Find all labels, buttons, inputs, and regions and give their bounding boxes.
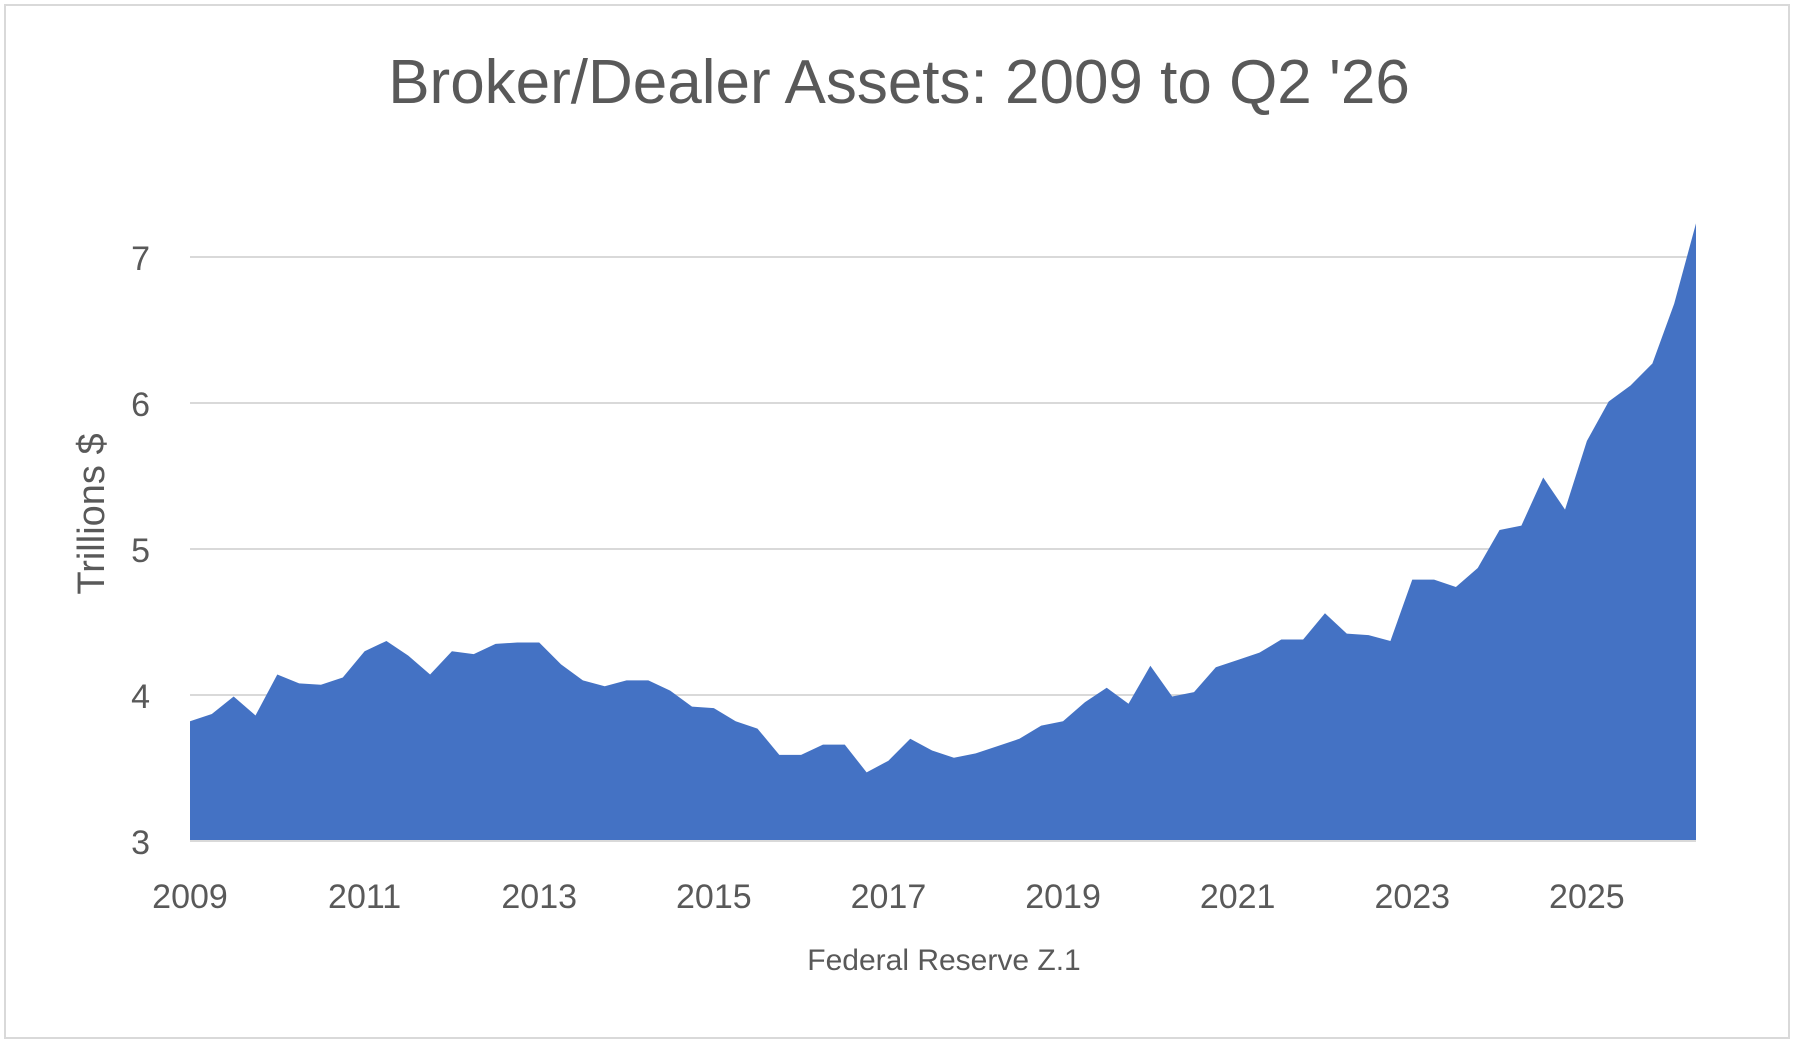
y-tick-label: 4 bbox=[131, 678, 150, 716]
x-tick-label: 2013 bbox=[501, 878, 577, 916]
chart-frame: Broker/Dealer Assets: 2009 to Q2 '26 bbox=[4, 4, 1790, 1039]
y-axis-ticks: 3 4 5 6 7 bbox=[131, 240, 150, 862]
x-tick-label: 2011 bbox=[328, 878, 401, 916]
x-tick-label: 2021 bbox=[1200, 878, 1276, 916]
x-axis-ticks: 2009 2011 2013 2015 2017 2019 2021 2023 2025 bbox=[152, 878, 1625, 916]
x-tick-label: 2009 bbox=[152, 878, 228, 916]
x-tick-label: 2017 bbox=[851, 878, 927, 916]
x-tick-label: 2019 bbox=[1025, 878, 1101, 916]
grid-lines bbox=[190, 256, 1696, 696]
chart-title: Broker/Dealer Assets: 2009 to Q2 '26 bbox=[388, 48, 1410, 117]
y-axis-label: Trillions $ bbox=[71, 433, 113, 594]
y-tick-label: 3 bbox=[131, 824, 150, 862]
y-tick-label: 6 bbox=[131, 386, 150, 424]
x-axis-label: Federal Reserve Z.1 bbox=[807, 944, 1080, 977]
y-tick-label: 7 bbox=[131, 240, 150, 278]
area-series bbox=[190, 223, 1696, 842]
x-tick-label: 2023 bbox=[1374, 878, 1450, 916]
y-tick-label: 5 bbox=[131, 532, 150, 570]
x-tick-label: 2015 bbox=[676, 878, 752, 916]
x-tick-label: 2025 bbox=[1549, 878, 1625, 916]
